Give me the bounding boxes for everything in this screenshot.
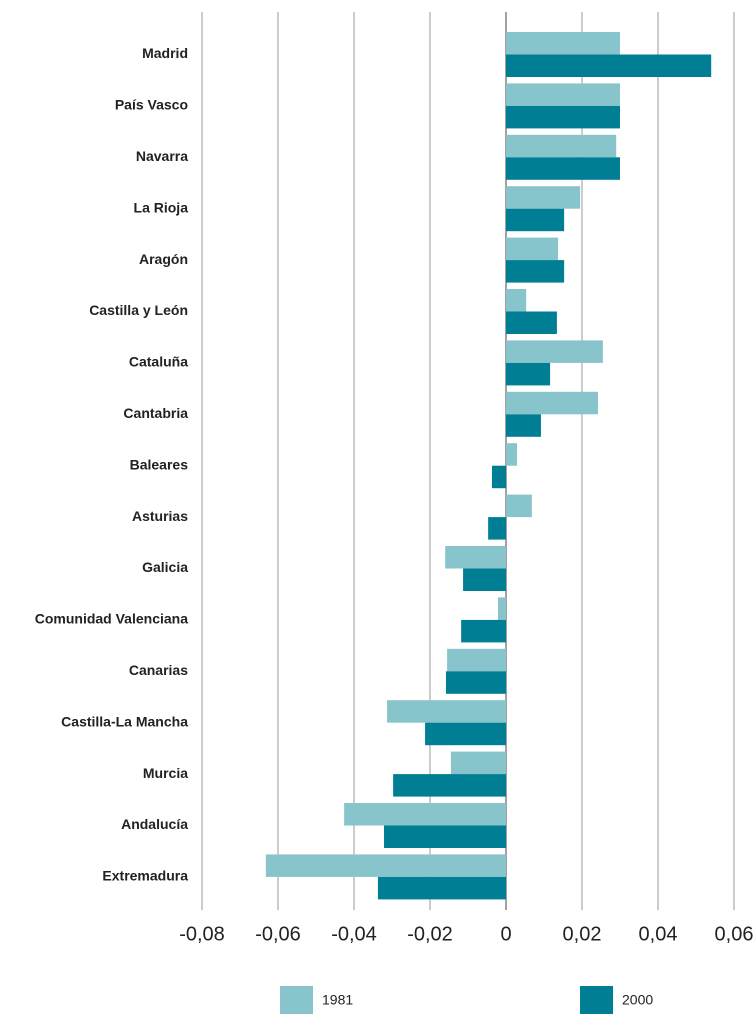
category-label: Cataluña [129, 354, 188, 370]
category-label: Asturias [132, 508, 188, 524]
x-tick-label: -0,04 [331, 923, 377, 945]
bar [445, 546, 506, 569]
bar [393, 774, 506, 797]
bar [506, 260, 565, 283]
bar [506, 414, 541, 437]
bar [344, 803, 506, 826]
x-tick-label: 0 [500, 923, 511, 945]
bar [387, 700, 506, 723]
category-label: Galicia [142, 559, 188, 575]
bar [506, 83, 620, 106]
x-tick-label: -0,08 [179, 923, 225, 945]
bar [445, 671, 506, 694]
category-label: Canarias [129, 662, 188, 678]
category-label: Cantabria [123, 405, 188, 421]
bar [506, 391, 598, 415]
bar [506, 362, 551, 386]
x-tick-label: 0,06 [715, 923, 754, 945]
bar [425, 722, 506, 746]
bar [506, 134, 617, 158]
category-label: La Rioja [134, 199, 189, 215]
x-tick-label: 0,04 [639, 923, 678, 945]
legend-label: 1981 [322, 992, 353, 1008]
legend-swatch [280, 986, 313, 1014]
category-label: Navarra [136, 148, 188, 164]
bar [506, 54, 712, 77]
bar [265, 854, 506, 877]
legend-label: 2000 [622, 992, 653, 1008]
x-tick-label: -0,02 [407, 923, 453, 945]
x-tick-label: -0,06 [255, 923, 301, 945]
bar [384, 825, 506, 848]
category-label: Extremadura [102, 868, 188, 884]
category-label: Castilla y León [89, 302, 188, 318]
bar [506, 340, 603, 363]
category-label: Castilla-La Mancha [61, 713, 188, 729]
bar [491, 465, 506, 489]
bar [506, 443, 518, 466]
category-label: Murcia [143, 765, 188, 781]
category-label: Baleares [130, 456, 189, 472]
bar [498, 597, 506, 620]
category-label: Madrid [142, 45, 188, 61]
bar [506, 494, 532, 518]
bar [447, 648, 506, 672]
bar [506, 157, 620, 180]
category-label: Aragón [139, 251, 188, 267]
bar [506, 186, 581, 209]
bar [450, 751, 506, 775]
bar [506, 208, 565, 232]
category-label: Andalucía [121, 816, 188, 832]
bar [506, 105, 620, 129]
bar [506, 311, 557, 334]
bar [488, 517, 506, 540]
bar [463, 568, 506, 591]
category-label: País Vasco [115, 97, 188, 113]
category-label: Comunidad Valenciana [35, 611, 188, 627]
bar [506, 289, 527, 312]
x-tick-label: 0,02 [563, 923, 602, 945]
bar [377, 876, 506, 900]
bar [506, 237, 559, 261]
bar [461, 619, 506, 643]
legend-swatch [580, 986, 613, 1014]
bar [506, 32, 620, 55]
